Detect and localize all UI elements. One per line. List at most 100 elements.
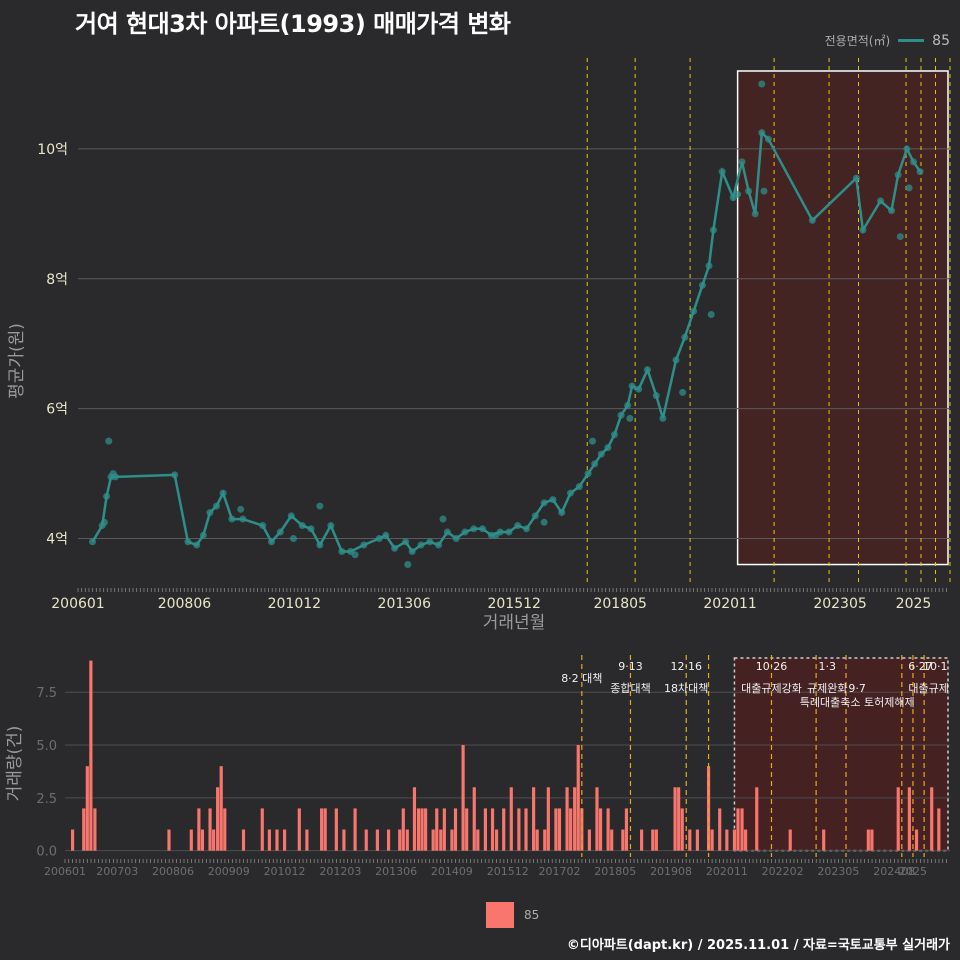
volume-x-tick-label: 202202: [762, 865, 804, 878]
volume-bar: [89, 660, 93, 851]
volume-x-tick-label: 201409: [431, 865, 473, 878]
price-point: [351, 551, 359, 559]
volume-bar: [490, 808, 495, 851]
price-x-axis-title: 거래년월: [483, 613, 546, 633]
volume-bar: [677, 787, 681, 851]
volume-y-tick-label: 0.0: [36, 845, 57, 860]
page-title: 거여 현대3차 아파트(1993) 매매가격 변화: [75, 10, 511, 38]
legend-series-label: 85: [932, 32, 950, 49]
price-point: [626, 414, 634, 422]
volume-bar: [524, 808, 528, 851]
volume-bar: [554, 808, 558, 851]
volume-bar: [565, 787, 569, 851]
volume-x-tick-label: 200806: [152, 865, 194, 878]
price-point: [289, 535, 297, 543]
policy-label: 12·16: [670, 660, 702, 673]
volume-bar: [424, 808, 428, 851]
price-point: [237, 505, 245, 513]
price-x-tick-label: 201306: [378, 596, 432, 612]
policy-label: 규제완화: [807, 682, 847, 695]
volume-bar: [673, 787, 677, 851]
credit-footer: ©디아파트(dapt.kr) / 2025.11.01 / 자료=국토교통부 실…: [566, 938, 950, 953]
volume-bar: [282, 829, 287, 851]
price-y-tick-label: 10억: [37, 142, 68, 158]
volume-bar: [305, 829, 309, 851]
volume-bar: [219, 766, 223, 851]
volume-bar: [870, 829, 874, 851]
volume-bar: [416, 808, 421, 851]
volume-bar: [624, 808, 629, 851]
volume-bar: [353, 808, 357, 851]
price-x-tick-label: 200806: [158, 596, 212, 612]
volume-bar: [386, 829, 391, 851]
volume-bar: [736, 808, 740, 851]
volume-bar: [788, 829, 792, 851]
volume-bar: [937, 808, 941, 851]
volume-bar: [223, 808, 227, 851]
legend: 전용면적(㎡) 85: [825, 32, 950, 49]
volume-bar: [200, 829, 205, 851]
volume-bar: [732, 829, 737, 851]
volume-bar: [208, 808, 212, 851]
price-point: [588, 437, 596, 445]
volume-x-tick-label: 201512: [487, 865, 529, 878]
volume-y-tick-label: 7.5: [36, 686, 57, 701]
price-point: [316, 502, 324, 510]
volume-bar: [598, 808, 603, 851]
volume-bar: [718, 808, 722, 851]
volume-bar: [640, 829, 644, 851]
policy-label: 18차대책: [664, 682, 708, 695]
volume-bar: [535, 829, 539, 851]
volume-y-tick-label: 2.5: [36, 792, 57, 807]
volume-bar: [710, 829, 714, 851]
volume-bar: [740, 808, 744, 851]
volume-bar: [483, 808, 487, 851]
volume-bar: [241, 829, 246, 851]
volume-bar: [472, 787, 476, 851]
policy-label: 대출규제: [908, 682, 948, 695]
volume-bar: [896, 787, 900, 851]
volume-bar: [431, 829, 435, 851]
volume-bar: [323, 808, 327, 851]
volume-bar: [651, 829, 655, 851]
volume-bar: [606, 808, 610, 851]
price-x-tick-label: 202305: [813, 596, 866, 612]
volume-bar: [573, 787, 577, 851]
volume-bar: [453, 808, 458, 851]
volume-bar: [621, 829, 625, 851]
volume-x-tick-label: 201805: [594, 865, 636, 878]
volume-bar: [71, 829, 75, 851]
volume-bar: [275, 829, 279, 851]
volume-x-tick-label: 200909: [208, 865, 250, 878]
volume-bar: [405, 829, 409, 851]
volume-bar: [587, 829, 591, 851]
volume-bar: [334, 808, 338, 851]
volume-bar: [680, 808, 684, 851]
volume-bar: [688, 829, 692, 851]
volume-bar: [420, 808, 424, 851]
volume-bar: [695, 829, 699, 851]
volume-bar: [398, 829, 402, 851]
volume-bar: [342, 829, 346, 851]
volume-bar: [461, 745, 465, 851]
policy-label: 대출규제강화: [741, 682, 802, 695]
price-x-tick-label: 201805: [593, 596, 646, 612]
volume-bar: [85, 766, 89, 851]
price-highlight-box: [736, 70, 949, 566]
volume-bar: [822, 829, 826, 851]
volume-bar: [401, 808, 405, 851]
volume-bar: [502, 808, 506, 851]
policy-label: 10·1: [923, 660, 948, 673]
volume-bar: [82, 808, 86, 851]
policy-label: 1·3: [819, 660, 837, 673]
volume-bar: [557, 808, 562, 851]
bottom-legend-label: 85: [524, 908, 540, 922]
price-y-tick-label: 4억: [46, 532, 68, 548]
volume-x-tick-label: 2025: [899, 865, 927, 878]
price-point: [707, 311, 715, 319]
price-point: [896, 233, 904, 241]
legend-line-swatch: [898, 39, 925, 42]
volume-bar: [375, 829, 379, 851]
volume-bar: [189, 829, 193, 851]
